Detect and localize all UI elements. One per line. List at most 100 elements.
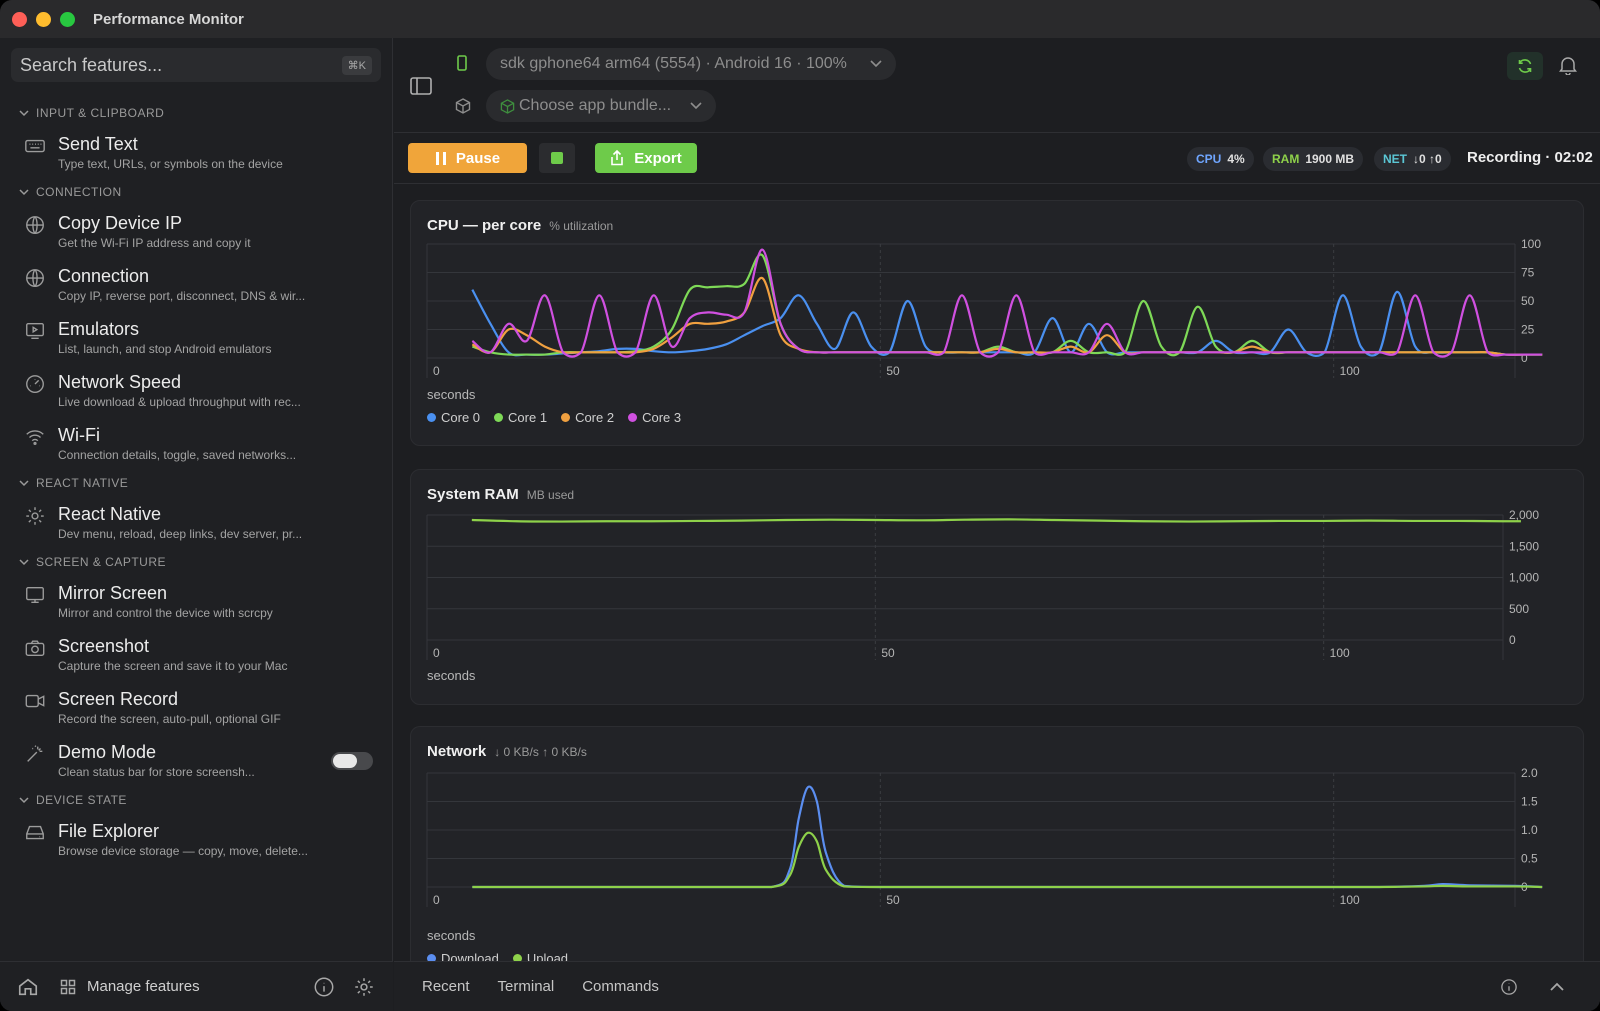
sidebar-item-demo-mode[interactable]: Demo Mode Clean status bar for store scre… bbox=[0, 734, 393, 787]
legend-core-2-label: Core 2 bbox=[575, 410, 615, 425]
sidebar-item-title: Mirror Screen bbox=[58, 583, 168, 603]
sidebar-item-network-speed[interactable]: Network Speed Live download & upload thro… bbox=[0, 364, 393, 417]
series-line-core-1 bbox=[471, 253, 1543, 357]
sidebar-item-desc: Get the Wi-Fi IP address and copy it bbox=[58, 236, 251, 250]
sidebar-item-copy-device-ip[interactable]: Copy Device IP Get the Wi-Fi IP address a… bbox=[0, 205, 393, 258]
section-header[interactable]: INPUT & CLIPBOARD bbox=[0, 100, 393, 126]
tab-commands[interactable]: Commands bbox=[582, 978, 659, 995]
zoom-window-button[interactable] bbox=[60, 11, 75, 27]
cpu-chart-title-text: CPU — per core bbox=[427, 217, 542, 234]
refresh-button[interactable] bbox=[1507, 52, 1543, 80]
cpu-legend: Core 0 Core 1 Core 2 Core 3 bbox=[427, 410, 681, 425]
search-input[interactable]: Search features... ⌘K bbox=[11, 48, 381, 82]
chevron-down-icon bbox=[870, 60, 882, 68]
sidebar-item-desc: Browse device storage — copy, move, dele… bbox=[58, 844, 308, 858]
series-line-ram bbox=[471, 518, 1521, 523]
cpu-badge-value: 4% bbox=[1227, 152, 1245, 166]
x-tick-label: 50 bbox=[886, 364, 900, 378]
sidebar-item-title: Network Speed bbox=[58, 372, 182, 392]
sidebar-item-wi-fi[interactable]: Wi-Fi Connection details, toggle, saved n… bbox=[0, 417, 393, 470]
section-title: DEVICE STATE bbox=[36, 793, 127, 807]
section-header[interactable]: REACT NATIVE bbox=[0, 470, 393, 496]
close-window-button[interactable] bbox=[12, 11, 27, 27]
sidebar-item-send-text[interactable]: Send Text Type text, URLs, or symbols on … bbox=[0, 126, 393, 179]
settings-gear-icon[interactable] bbox=[351, 974, 377, 1000]
series-line-upload bbox=[472, 831, 1543, 889]
sidebar-toggle-icon[interactable] bbox=[408, 73, 434, 99]
sidebar-item-desc: Live download & upload throughput with r… bbox=[58, 395, 301, 409]
y-tick-label: 25 bbox=[1521, 323, 1535, 337]
network-chart: 00.51.01.52.00 50 100 bbox=[426, 766, 1543, 907]
cpu-chart-card: CPU — per core % utilization 0 25 50 75 100 0 5… bbox=[410, 200, 1584, 446]
x-tick-label: 0 bbox=[433, 893, 440, 907]
ram-x-axis-label: seconds bbox=[427, 668, 476, 683]
device-selector[interactable]: sdk gphone64 arm64 (5554) · Android 16 ·… bbox=[486, 48, 896, 80]
sidebar-item-title: File Explorer bbox=[58, 821, 160, 841]
y-tick-label: 500 bbox=[1509, 602, 1529, 616]
manage-features-button[interactable]: Manage features bbox=[87, 978, 200, 995]
chevron-up-icon[interactable] bbox=[1544, 974, 1570, 1000]
bell-icon[interactable] bbox=[1559, 55, 1577, 80]
network-chart-card: Network ↓ 0 KB/s ↑ 0 KB/s 0 0.5 1.0 1.5 2.0 0 5… bbox=[410, 726, 1584, 976]
device-selector-label: sdk gphone64 arm64 (5554) · Android 16 ·… bbox=[500, 55, 847, 72]
keyboard-icon bbox=[25, 139, 45, 153]
chevron-down-icon bbox=[19, 797, 29, 804]
grid-icon bbox=[55, 974, 81, 1000]
sidebar-item-file-explorer[interactable]: File Explorer Browse device storage — cop… bbox=[0, 813, 393, 866]
legend-core-1: Core 1 bbox=[494, 410, 547, 425]
sidebar-item-desc: Dev menu, reload, deep links, dev server… bbox=[58, 527, 303, 541]
stop-icon bbox=[551, 152, 563, 164]
ram-chart-title-text: System RAM bbox=[427, 486, 519, 503]
divider bbox=[394, 183, 1600, 184]
cpu-badge: CPU 4% bbox=[1187, 147, 1254, 171]
demo-mode-toggle[interactable] bbox=[331, 752, 373, 770]
sidebar-item-title: Screen Record bbox=[58, 689, 179, 709]
info-icon[interactable] bbox=[311, 974, 337, 1000]
y-tick-label: 100 bbox=[1521, 237, 1541, 251]
video-icon bbox=[25, 694, 45, 708]
ram-chart-card: System RAM MB used 0 500 1,000 1,500 2,000 0 50… bbox=[410, 469, 1584, 705]
tab-recent[interactable]: Recent bbox=[422, 978, 470, 995]
minimize-window-button[interactable] bbox=[36, 11, 51, 27]
section-header[interactable]: DEVICE STATE bbox=[0, 787, 393, 813]
title-bar: Performance Monitor bbox=[0, 0, 1600, 38]
sidebar-item-desc: Type text, URLs, or symbols on the devic… bbox=[58, 157, 283, 171]
sidebar-item-screenshot[interactable]: Screenshot Capture the screen and save it… bbox=[0, 628, 393, 681]
sidebar-item-emulators[interactable]: Emulators List, launch, and stop Android … bbox=[0, 311, 393, 364]
wifi-icon bbox=[26, 430, 44, 446]
export-button[interactable]: Export bbox=[595, 143, 697, 173]
section-title: INPUT & CLIPBOARD bbox=[36, 106, 165, 120]
globe-icon bbox=[26, 216, 44, 234]
series-line-core-3 bbox=[471, 248, 1543, 358]
sidebar-item-connection[interactable]: Connection Copy IP, reverse port, disconn… bbox=[0, 258, 393, 311]
stop-button[interactable] bbox=[539, 143, 575, 173]
ram-chart-title: System RAM MB used bbox=[427, 486, 574, 503]
monitor-icon bbox=[26, 586, 44, 604]
legend-core-0: Core 0 bbox=[427, 410, 480, 425]
sidebar-item-mirror-screen[interactable]: Mirror Screen Mirror and control the devi… bbox=[0, 575, 393, 628]
sidebar-item-desc: Mirror and control the device with scrcp… bbox=[58, 606, 273, 620]
section-header[interactable]: SCREEN & CAPTURE bbox=[0, 549, 393, 575]
network-x-axis-label: seconds bbox=[427, 928, 476, 943]
main-panel: sdk gphone64 arm64 (5554) · Android 16 ·… bbox=[394, 38, 1600, 1011]
sidebar-item-desc: Clean status bar for store screensh... bbox=[58, 765, 255, 779]
sidebar-item-title: Send Text bbox=[58, 134, 138, 154]
pause-button[interactable]: Pause bbox=[408, 143, 527, 173]
tab-terminal[interactable]: Terminal bbox=[497, 978, 555, 995]
sidebar-item-desc: List, launch, and stop Android emulators bbox=[58, 342, 272, 356]
home-icon[interactable] bbox=[15, 974, 41, 1000]
info-icon[interactable] bbox=[1496, 974, 1522, 1000]
network-icon bbox=[26, 269, 44, 287]
section-title: REACT NATIVE bbox=[36, 476, 129, 490]
chevron-down-icon bbox=[690, 102, 702, 110]
gear-icon bbox=[26, 507, 44, 525]
app-bundle-selector[interactable]: Choose app bundle... bbox=[486, 90, 716, 122]
section-header[interactable]: CONNECTION bbox=[0, 179, 393, 205]
sidebar-item-screen-record[interactable]: Screen Record Record the screen, auto-pul… bbox=[0, 681, 393, 734]
y-tick-label: 2.0 bbox=[1521, 766, 1538, 780]
gauge-icon bbox=[26, 375, 44, 393]
export-label: Export bbox=[634, 149, 682, 167]
legend-core-3: Core 3 bbox=[628, 410, 681, 425]
sidebar-item-react-native[interactable]: React Native Dev menu, reload, deep links… bbox=[0, 496, 393, 549]
